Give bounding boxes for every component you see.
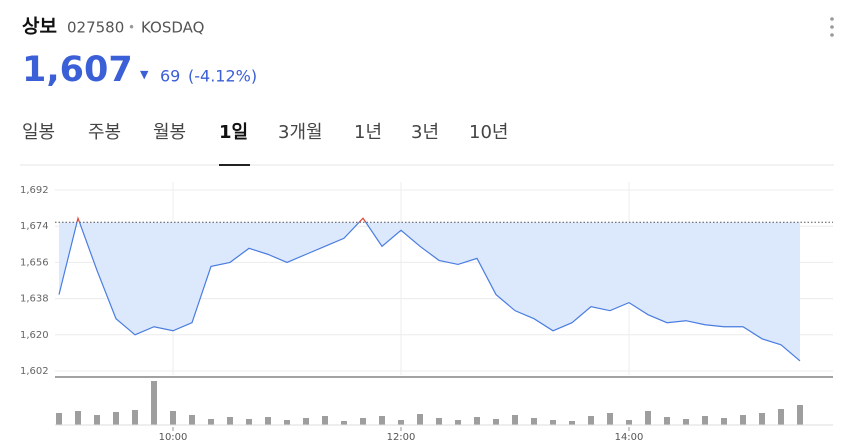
volume-bar [455, 420, 461, 425]
volume-bar [740, 415, 746, 425]
volume-bar [550, 420, 556, 425]
volume-bar [284, 420, 290, 425]
y-tick-label: 1,602 [20, 366, 49, 377]
x-tick-label: 14:00 [615, 432, 644, 443]
volume-bar [474, 417, 480, 425]
market: KOSDAQ [141, 19, 204, 37]
tab[interactable]: 주봉 [88, 122, 121, 143]
change-pct: (-4.12%) [188, 67, 257, 86]
volume-bar [246, 419, 252, 425]
tab[interactable]: 1년 [354, 122, 382, 143]
tab[interactable]: 10년 [469, 122, 508, 143]
volume-bar [797, 405, 803, 425]
tab[interactable]: 1일 [219, 122, 248, 143]
volume-bar [588, 416, 594, 425]
volume-bar [170, 411, 176, 425]
more-menu[interactable] [830, 17, 834, 37]
price-line [58, 222, 801, 362]
price: 1,607 [22, 50, 133, 90]
volume-bar [512, 415, 518, 425]
volume-bar [417, 414, 423, 425]
volume-bar [322, 416, 328, 425]
separator: • [128, 21, 135, 35]
volume-bar [759, 413, 765, 425]
y-tick-label: 1,656 [20, 257, 49, 268]
tab[interactable]: 3개월 [278, 122, 323, 143]
y-tick-label: 1,620 [20, 330, 49, 341]
volume-bar [626, 420, 632, 425]
x-tick-label: 10:00 [159, 432, 188, 443]
volume-bar [227, 417, 233, 425]
volume-bar [683, 419, 689, 425]
volume-bar [132, 410, 138, 425]
volume-bar [113, 412, 119, 425]
change: 69 [160, 67, 180, 86]
y-tick-label: 1,674 [20, 221, 49, 232]
tab[interactable]: 3년 [411, 122, 439, 143]
volume-bar [379, 416, 385, 425]
x-tick-label: 12:00 [387, 432, 416, 443]
volume-bar [721, 418, 727, 425]
volume-bar [702, 416, 708, 425]
volume-bar [265, 417, 271, 425]
volume-bar [189, 415, 195, 425]
volume-bar [56, 413, 62, 425]
volume-bar [398, 420, 404, 425]
volume-bar [303, 418, 309, 425]
volume-bar [151, 381, 157, 425]
down-arrow: ▼ [140, 68, 149, 81]
volume-bar [360, 418, 366, 425]
stock-name: 상보 [22, 16, 57, 38]
volume-bar [569, 421, 575, 425]
tab[interactable]: 일봉 [22, 122, 55, 143]
tab[interactable]: 월봉 [153, 122, 186, 143]
volume-bar [645, 411, 651, 425]
price-area [59, 222, 800, 361]
volume-bar [531, 418, 537, 425]
stock-code: 027580 [67, 19, 124, 37]
volume-bar [607, 413, 613, 425]
volume-bar [778, 409, 784, 425]
y-tick-label: 1,638 [20, 294, 49, 305]
volume-bar [341, 421, 347, 425]
volume-bar [493, 419, 499, 425]
volume-bar [208, 419, 214, 425]
volume-bar [436, 418, 442, 425]
y-tick-label: 1,692 [20, 185, 49, 196]
volume-bar [664, 417, 670, 425]
volume-bar [94, 415, 100, 425]
volume-bar [75, 411, 81, 425]
